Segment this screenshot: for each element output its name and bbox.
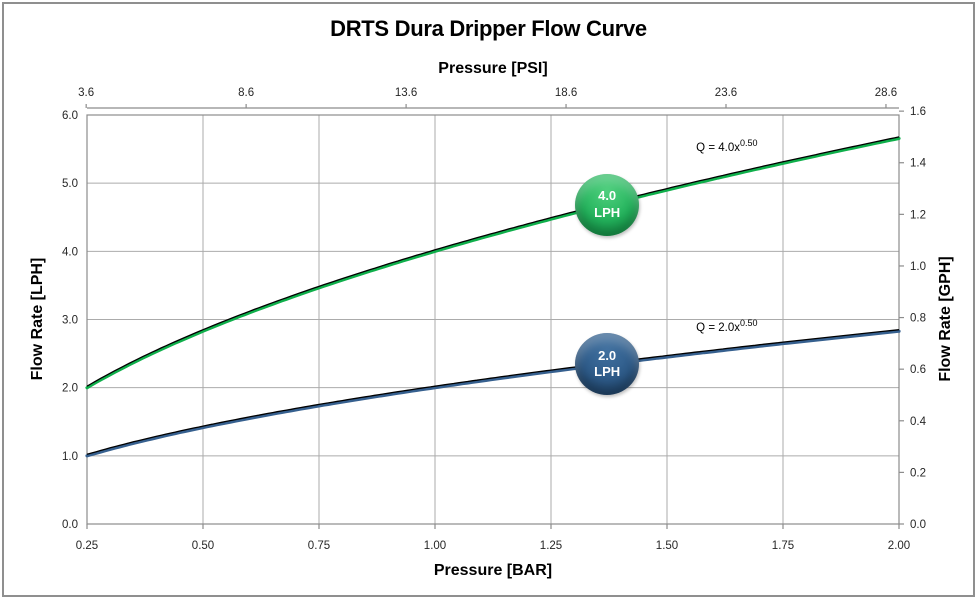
right-tick-label: 1.4 [910,158,927,170]
trendline-2lph [86,329,900,455]
right-tick-label: 1.0 [910,261,926,273]
badge-unit: LPH [594,204,621,220]
plot-border [86,114,900,525]
equation-base: Q = 4.0x [696,141,740,154]
bottom-tick-label: 0.25 [76,540,98,552]
series-line-2lph [85,329,901,458]
top-tick-label: 23.6 [715,87,737,99]
left-axis-title: Flow Rate [LPH] [29,257,46,381]
series-badge-4lph: 4.0 LPH [575,173,640,236]
bottom-tick-label: 1.75 [772,540,794,552]
left-tick-label: 5.0 [62,178,78,190]
left-tick-label: 0.0 [62,519,78,531]
right-tick-label: 0.4 [910,416,927,428]
equation-label-4lph: Q = 4.0x0.50 [696,138,757,154]
trendline-4lph [86,136,900,387]
bottom-tick-label: 1.50 [656,540,678,552]
left-tick-label: 6.0 [62,110,78,122]
gridlines [86,114,900,525]
right-tick-label: 0.0 [910,519,926,531]
right-tick-label: 0.8 [910,313,926,325]
top-tick-label: 13.6 [395,87,417,99]
top-tick-label: 3.6 [78,87,94,99]
bottom-tick-label: 0.75 [308,540,330,552]
right-tick-label: 0.2 [910,467,926,479]
bottom-tick-label: 0.50 [192,540,214,552]
left-tick-label: 3.0 [62,315,78,327]
chart-title: DRTS Dura Dripper Flow Curve [330,16,647,41]
left-tick-label: 1.0 [62,451,78,463]
left-tick-label: 4.0 [62,246,78,258]
series-badge-2lph: 2.0 LPH [575,333,640,396]
bottom-tick-label: 1.25 [540,540,562,552]
left-tick-label: 2.0 [62,383,78,395]
right-tick-label: 0.6 [910,364,926,376]
equation-base: Q = 2.0x [696,322,740,335]
badge-unit: LPH [594,364,621,380]
bottom-ticks [86,524,900,529]
right-axis-title: Flow Rate [GPH] [937,256,954,382]
top-axis-title: Pressure [PSI] [438,60,548,77]
equation-label-2lph: Q = 2.0x0.50 [696,318,757,334]
series-line-4lph [85,136,901,390]
badge-value: 2.0 [598,348,617,364]
top-tick-label: 8.6 [238,87,254,99]
bottom-tick-label: 2.00 [888,540,910,552]
right-tick-label: 1.6 [910,106,926,118]
top-axis [85,104,899,109]
top-tick-label: 28.6 [875,87,897,99]
top-tick-label: 18.6 [555,87,577,99]
right-ticks [899,110,904,525]
equation-exponent: 0.50 [739,137,758,148]
right-tick-label: 1.2 [910,209,926,221]
bottom-axis-title: Pressure [BAR] [433,562,553,579]
equation-exponent: 0.50 [739,318,758,329]
badge-value: 4.0 [598,188,617,204]
bottom-tick-label: 1.00 [424,540,446,552]
